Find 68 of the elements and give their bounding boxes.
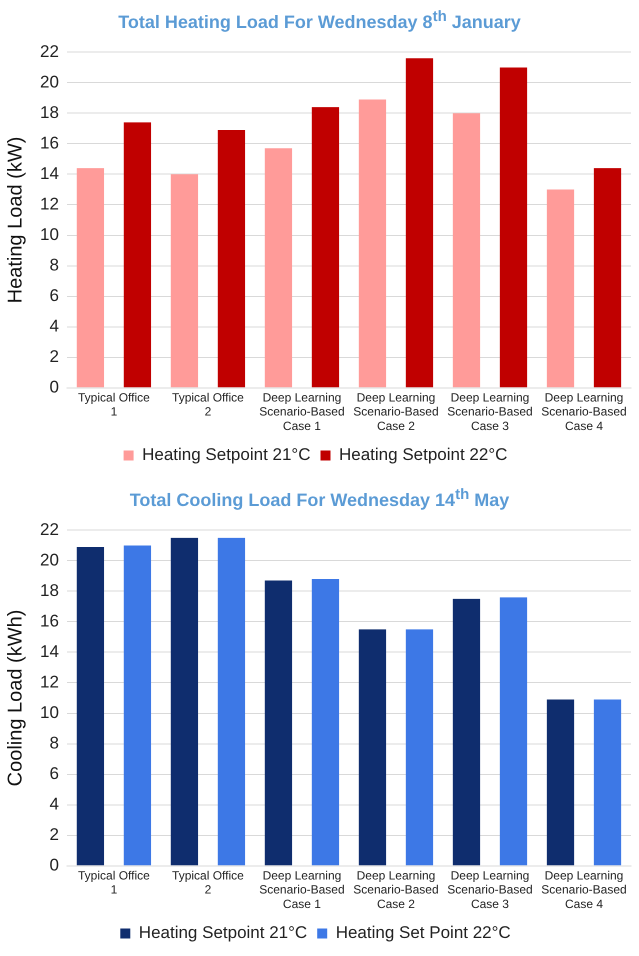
- x-tick-label: Deep Learning Scenario-Based Case 3: [447, 868, 533, 912]
- y-tick-label: 18: [40, 102, 59, 122]
- y-tick-label: 8: [49, 255, 59, 274]
- bar: [500, 597, 528, 866]
- x-tick-label: Deep Learning Scenario-Based Case 4: [541, 390, 627, 434]
- y-tick-label: 6: [49, 286, 59, 305]
- bar: [170, 538, 198, 866]
- bar: [358, 99, 386, 388]
- legend-label: Heating Setpoint 21°C: [142, 445, 310, 464]
- legend-label: Heating Setpoint 22°C: [339, 445, 508, 464]
- y-tick-label: 16: [40, 611, 59, 630]
- bar: [264, 580, 292, 866]
- bar: [406, 58, 434, 388]
- bar: [124, 122, 152, 388]
- bar: [218, 130, 246, 388]
- bar: [452, 113, 480, 388]
- y-tick-label: 12: [40, 672, 59, 692]
- x-tick-label: Deep Learning Scenario-Based Case 2: [353, 868, 439, 912]
- y-axis-title: Cooling Load (kWh): [4, 610, 27, 786]
- y-tick-label: 0: [49, 377, 59, 396]
- y-tick-label: 4: [49, 316, 59, 336]
- bar: [312, 107, 340, 388]
- bar: [264, 148, 292, 388]
- y-tick-label: 10: [40, 702, 59, 722]
- legend-label: Heating Setpoint 21°C: [138, 923, 308, 942]
- bar: [124, 545, 152, 866]
- bar: [312, 579, 340, 866]
- y-tick-label: 14: [40, 642, 59, 661]
- bar: [594, 168, 622, 388]
- x-tick-label: Typical Office 2: [172, 868, 244, 897]
- y-axis-title: Heating Load (kW): [4, 136, 27, 304]
- legend-label: Heating Set Point 22°C: [336, 923, 511, 942]
- bar: [170, 174, 198, 388]
- y-tick-label: 2: [49, 824, 59, 844]
- y-tick-label: 18: [40, 580, 59, 600]
- bar: [546, 700, 574, 866]
- bar: [406, 629, 434, 866]
- bar: [218, 538, 246, 866]
- bar: [76, 168, 104, 388]
- bar: [594, 700, 622, 866]
- x-tick-label: Typical Office 1: [78, 868, 150, 897]
- y-tick-label: 6: [49, 764, 59, 783]
- chart-title: Total Heating Load For Wednesday 8$^{th}$ January: [117, 7, 522, 34]
- y-tick-label: 0: [49, 855, 59, 874]
- x-tick-label: Deep Learning Scenario-Based Case 4: [541, 868, 627, 912]
- y-tick-label: 2: [49, 346, 59, 366]
- x-tick-label: Deep Learning Scenario-Based Case 3: [447, 390, 533, 434]
- bar: [546, 189, 574, 388]
- x-tick-label: Deep Learning Scenario-Based Case 1: [259, 868, 345, 912]
- y-tick-label: 22: [40, 520, 59, 539]
- chart-title: Total Cooling Load For Wednesday 14$^{th}$ May: [128, 485, 510, 512]
- bar: [358, 629, 386, 866]
- y-tick-label: 10: [40, 224, 59, 244]
- y-tick-label: 14: [40, 164, 59, 183]
- y-tick-label: 22: [40, 42, 59, 61]
- x-tick-label: Typical Office 2: [172, 390, 244, 419]
- y-tick-label: 8: [49, 733, 59, 752]
- y-tick-label: 12: [40, 194, 59, 214]
- bar: [452, 598, 480, 866]
- x-tick-label: Deep Learning Scenario-Based Case 1: [259, 390, 345, 434]
- x-tick-label: Typical Office 1: [78, 390, 150, 419]
- y-tick-label: 20: [40, 550, 59, 570]
- y-tick-label: 4: [49, 794, 59, 814]
- y-tick-label: 20: [40, 72, 59, 92]
- bar: [76, 546, 104, 866]
- bar: [500, 67, 528, 388]
- x-tick-label: Deep Learning Scenario-Based Case 2: [353, 390, 439, 434]
- y-tick-label: 16: [40, 133, 59, 152]
